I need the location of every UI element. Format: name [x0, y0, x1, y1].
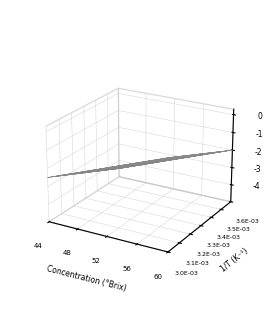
X-axis label: Concentration (°Brix): Concentration (°Brix) — [46, 264, 127, 293]
Y-axis label: 1/T (K⁻¹): 1/T (K⁻¹) — [219, 246, 250, 273]
